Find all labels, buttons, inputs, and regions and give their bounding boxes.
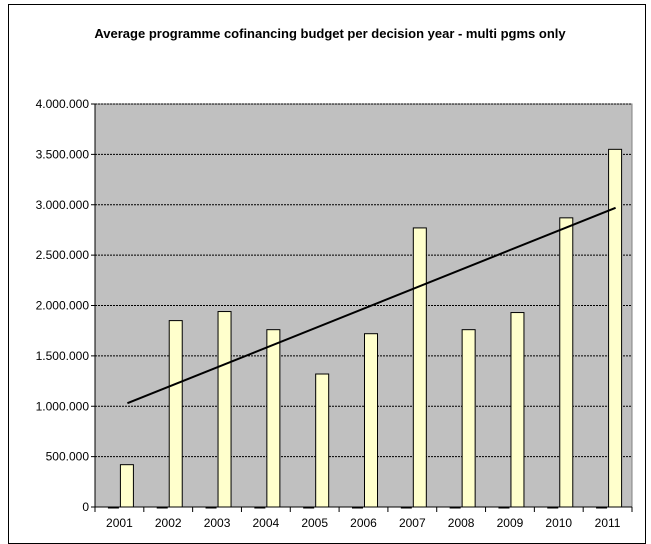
x-tick-label: 2005: [301, 516, 328, 530]
y-tick-label: 500.000: [46, 450, 90, 464]
y-tick-label: 0: [82, 500, 89, 514]
bar-2006: [364, 333, 378, 508]
x-tick-label: 2011: [595, 516, 621, 530]
bar-2007: [412, 227, 427, 508]
bar-2001: [119, 464, 134, 508]
y-tick-label: 3.500.000: [36, 147, 90, 161]
bar-2009: [510, 312, 525, 508]
chart-title: Average programme cofinancing budget per…: [94, 26, 566, 41]
bars: [107, 148, 623, 509]
x-tick-label: 2006: [350, 516, 377, 530]
bar-2011: [608, 148, 623, 508]
bar-2002: [168, 320, 183, 508]
bar-2008: [461, 329, 476, 508]
y-tick-label: 1.500.000: [36, 349, 90, 363]
y-tick-label: 3.000.000: [36, 198, 90, 212]
y-tick-label: 2.000.000: [36, 299, 90, 313]
x-tick-label: 2009: [497, 516, 524, 530]
x-tick-label: 2001: [106, 516, 133, 530]
y-tick-label: 2.500.000: [36, 248, 90, 262]
trendline: [127, 206, 616, 405]
bar-2010: [559, 217, 574, 508]
y-tick-label: 4.000.000: [36, 97, 90, 111]
x-tick-label: 2008: [448, 516, 475, 530]
x-tick-label: 2003: [204, 516, 231, 530]
bar-2004: [266, 329, 281, 508]
gridlines: [95, 103, 632, 458]
x-axis: 2001 2002 2003 2004 2005 2006 2007 2008 2009 2010…: [94, 507, 633, 530]
y-tick-label: 1.000.000: [36, 399, 90, 413]
x-tick-label: 2007: [399, 516, 426, 530]
x-tick-label: 2010: [545, 516, 572, 530]
bar-2003: [217, 311, 232, 508]
bar-2005: [315, 373, 330, 508]
x-tick-label: 2004: [253, 516, 280, 530]
x-tick-label: 2002: [155, 516, 182, 530]
y-axis: 0 500.000 1.000.000 1.500.000 2.000.000 2.500…: [36, 97, 96, 514]
